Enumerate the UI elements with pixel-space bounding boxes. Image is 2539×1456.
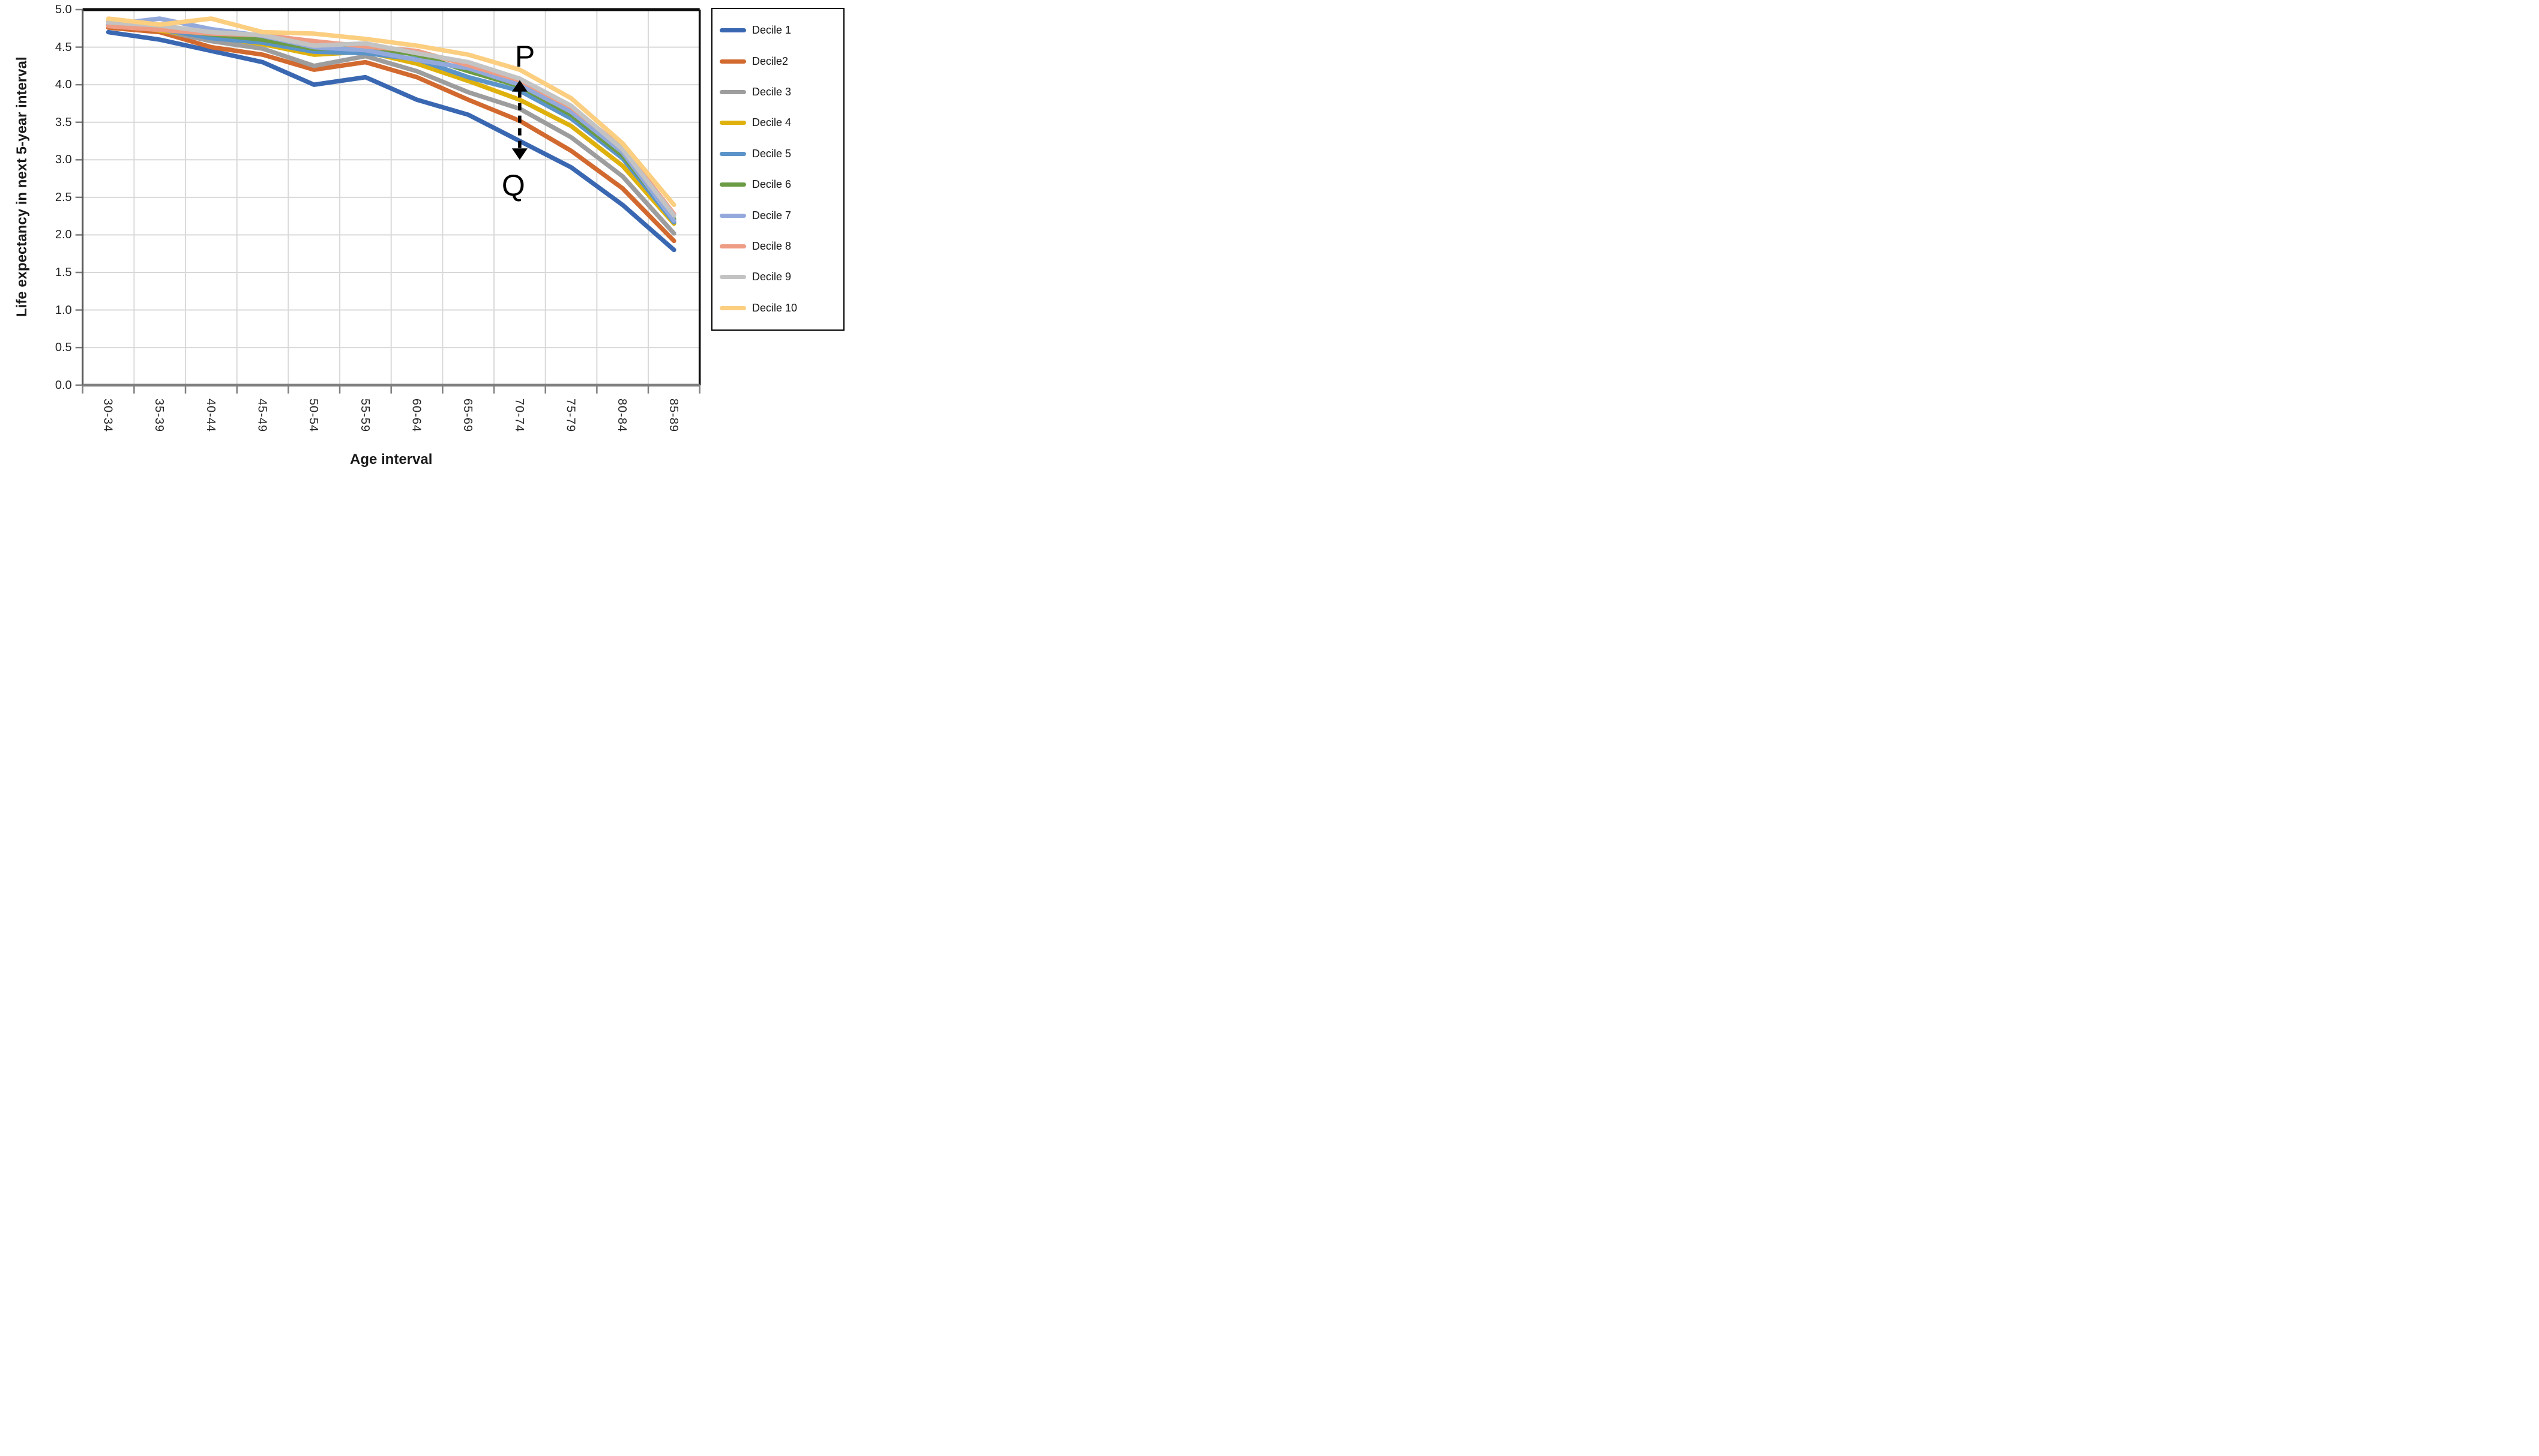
- x-tick-label: 35-39: [152, 398, 166, 432]
- legend-item-9: Decile 9: [720, 271, 843, 283]
- legend-label: Decile 1: [752, 24, 792, 37]
- y-tick-label: 3.5: [55, 115, 72, 129]
- legend-label: Decile 5: [752, 147, 792, 160]
- annotation-arrowhead-down: [511, 148, 528, 160]
- legend-label: Decile 8: [752, 239, 792, 252]
- legend-label: Decile 4: [752, 116, 792, 129]
- x-tick-label: 80-84: [615, 398, 629, 432]
- series-line-9: [106, 20, 676, 218]
- legend-line-swatch-icon: [720, 182, 746, 187]
- y-tick-label: 0.5: [55, 341, 72, 355]
- x-tick-label: 70-74: [512, 398, 526, 432]
- legend-label: Decile 10: [752, 301, 798, 314]
- y-tick-label: 1.0: [55, 303, 72, 317]
- legend-item-4: Decile 4: [720, 116, 843, 129]
- x-tick-label: 65-69: [461, 398, 475, 432]
- legend-item-3: Decile 3: [720, 86, 843, 98]
- legend-line-swatch-icon: [720, 59, 746, 64]
- chart-plot-area: [75, 8, 701, 394]
- legend-line-swatch-icon: [720, 275, 746, 280]
- series-line-3: [106, 23, 676, 236]
- annotation-q-label: Q: [501, 168, 525, 202]
- y-tick-label: 2.0: [55, 228, 72, 242]
- legend-item-1: Decile 1: [720, 24, 843, 37]
- legend-line-swatch-icon: [720, 28, 746, 33]
- y-tick-label: 5.0: [55, 3, 72, 16]
- series-line-2: [106, 25, 676, 244]
- x-tick-label: 30-34: [101, 398, 115, 432]
- legend-item-7: Decile 7: [720, 209, 843, 222]
- legend-label: Decile 3: [752, 85, 792, 98]
- x-tick-label: 55-59: [358, 398, 372, 432]
- line-chart-figure: 0.0 0.5 1.0 1.5 2.0 2.5 3.0 3.5 4.0 4.5 5.0 30-34 3…: [0, 0, 846, 486]
- legend-line-swatch-icon: [720, 121, 746, 125]
- y-tick-label: 2.5: [55, 190, 72, 204]
- x-tick-label: 75-79: [564, 398, 577, 432]
- x-tick-label: 60-64: [409, 398, 423, 432]
- legend-line-swatch-icon: [720, 151, 746, 156]
- y-tick-label: 4.0: [55, 78, 72, 92]
- legend-item-8: Decile 8: [720, 240, 843, 253]
- legend-line-swatch-icon: [720, 89, 746, 94]
- legend-item-2: Decile2: [720, 55, 843, 68]
- series-line-1: [106, 29, 676, 253]
- x-axis-title: Age interval: [349, 451, 433, 468]
- y-tick-label: 0.0: [55, 378, 72, 392]
- x-tick-label: 40-44: [203, 398, 217, 432]
- y-axis-title: Life expectancy in next 5-year interval: [14, 56, 30, 317]
- series-line-10: [106, 16, 676, 208]
- y-tick-label: 3.0: [55, 153, 72, 167]
- legend-line-swatch-icon: [720, 244, 746, 248]
- legend-item-10: Decile 10: [720, 302, 843, 314]
- annotation-arrowhead-up: [511, 80, 528, 92]
- legend-label: Decile2: [752, 55, 789, 67]
- legend-item-5: Decile 5: [720, 148, 843, 160]
- annotation-p-label: P: [514, 39, 535, 73]
- series-line-7: [106, 16, 676, 223]
- legend-box: Decile 1 Decile2 Decile 3 Decile 4 Decile 5 D…: [711, 8, 845, 331]
- x-tick-label: 45-49: [255, 398, 269, 432]
- legend-item-6: Decile 6: [720, 178, 843, 191]
- y-tick-label: 4.5: [55, 40, 72, 54]
- x-tick-label: 85-89: [666, 398, 680, 432]
- y-tick-label: 1.5: [55, 265, 72, 279]
- x-tick-label: 50-54: [307, 398, 321, 432]
- legend-line-swatch-icon: [720, 213, 746, 218]
- legend-label: Decile 6: [752, 178, 792, 191]
- legend-label: Decile 7: [752, 209, 792, 221]
- legend-label: Decile 9: [752, 271, 792, 283]
- legend-line-swatch-icon: [720, 305, 746, 310]
